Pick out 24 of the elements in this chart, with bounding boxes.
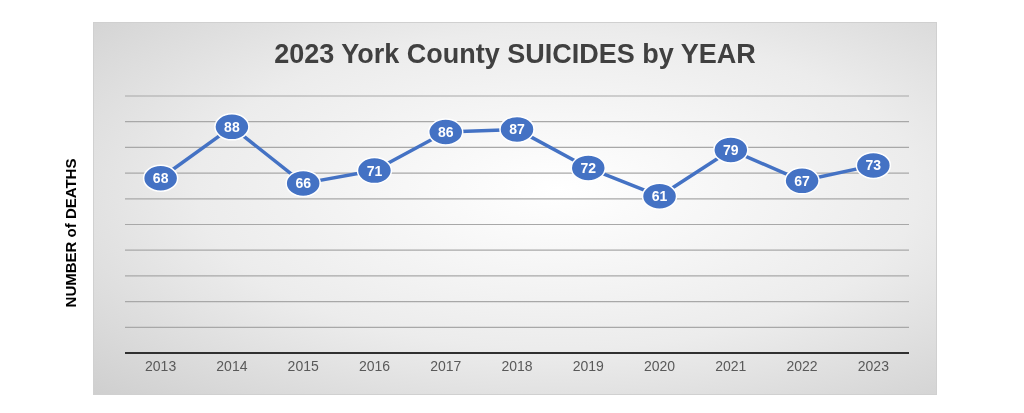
x-tick-label: 2021 (715, 357, 747, 374)
data-label: 86 (437, 123, 454, 140)
data-label: 66 (295, 175, 312, 192)
y-axis-title: NUMBER of DEATHS (61, 158, 79, 308)
data-label: 79 (723, 141, 739, 158)
x-tick-label: 2014 (216, 357, 248, 374)
data-label: 72 (580, 159, 597, 176)
x-tick-label: 2020 (643, 357, 676, 374)
data-label: 68 (152, 170, 169, 187)
x-tick-label: 2018 (501, 357, 533, 374)
data-label: 61 (651, 188, 668, 205)
data-label: 71 (366, 162, 383, 179)
x-tick-label: 2016 (358, 357, 391, 374)
x-tick-label: 2019 (572, 357, 605, 374)
x-tick-label: 2023 (857, 357, 890, 374)
x-tick-label: 2017 (430, 357, 462, 374)
x-tick-label: 2015 (287, 357, 319, 374)
data-label: 67 (794, 172, 811, 189)
data-label: 73 (865, 157, 882, 174)
data-label: 88 (224, 118, 240, 135)
x-tick-label: 2013 (145, 357, 177, 374)
x-tick-label: 2022 (786, 357, 818, 374)
chart-title: 2023 York County SUICIDES by YEAR (273, 39, 757, 70)
data-label: 87 (509, 121, 525, 138)
